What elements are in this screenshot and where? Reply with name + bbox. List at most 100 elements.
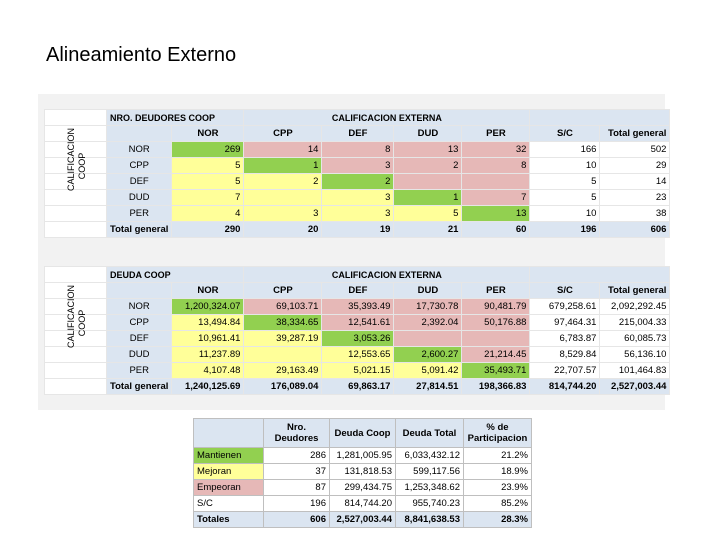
summary-header: Deuda Coop [329,418,396,448]
table-cell: 32 [461,141,531,158]
column-header: CPP [243,282,323,299]
table-row: NOR 269 14 8 13 32 166 502 [44,141,671,158]
table-cell: 679,258.61 [529,298,601,315]
table-cell: 4,107.48 [171,362,245,379]
table-cell: 8 [321,141,395,158]
table-corner-label: DEUDA COOP [105,266,245,283]
summary-total-cell: 2,527,003.44 [329,511,396,528]
table-cell: 10,961.41 [171,330,245,347]
table-cell: 5,091.42 [393,362,463,379]
table2-side-label: CALIFICACION COOP [66,284,87,348]
summary-cell: 1,281,005.95 [329,447,396,464]
summary-row: Mejoran 37 131,818.53 599,117.56 18.9% [193,463,532,480]
table-cell: 13 [393,141,463,158]
total-cell: 176,089.04 [243,378,323,395]
summary-row: S/C 196 814,744.20 955,740.23 85.2% [193,495,532,512]
table-row: NOR 1,200,324.07 69,103.71 35,393.49 17,730.… [44,298,671,315]
table-cell: 1 [393,189,463,206]
row-label: PER [105,205,173,222]
summary-total-cell: 606 [263,511,330,528]
row-label: CPP [105,157,173,174]
summary-row-label: Mejoran [193,463,264,480]
table-cell: 10 [529,205,601,222]
coop-debt-table: DEUDA COOP CALIFICACION EXTERNA NOR CPP DEF D… [44,266,671,395]
table-corner-label: NRO. DEUDORES COOP [105,109,245,126]
table-cell: 5 [171,173,245,190]
table-cell: 29 [599,157,671,174]
summary-cell: 18.9% [463,463,532,480]
total-cell: 814,744.20 [529,378,601,395]
column-header: PER [461,125,531,142]
table-cell: 13,494.84 [171,314,245,331]
summary-header: Deuda Total [395,418,464,448]
summary-header: % de Participacion [463,418,532,448]
table-cell: 69,103.71 [243,298,323,315]
table-cell [243,346,323,363]
summary-row-label: Empeoran [193,479,264,496]
column-header: NOR [171,282,245,299]
page-title: Alineamiento Externo [46,44,237,66]
table-row: CPP 13,494.84 38,334.65 12,541.61 2,392.04 50… [44,314,671,331]
table-cell: 35,393.49 [321,298,395,315]
table-cell: 2,600.27 [393,346,463,363]
summary-cell: 299,434.75 [329,479,396,496]
summary-cell: 85.2% [463,495,532,512]
table-cell: 502 [599,141,671,158]
row-label: NOR [105,298,173,315]
table-cell: 8,529.84 [529,346,601,363]
summary-cell: 37 [263,463,330,480]
summary-table: Nro. Deudores Deuda Coop Deuda Total% de P… [193,418,532,528]
table-cell [243,189,323,206]
total-cell: 196 [529,221,601,238]
summary-cell: 599,117.56 [395,463,464,480]
table-cell: 6,783.87 [529,330,601,347]
total-row: Total general 1,240,125.69 176,089.04 69,86… [44,378,671,395]
table-cell [461,330,531,347]
table-cell: 8 [461,157,531,174]
total-label: Total general [105,221,173,238]
row-label: CPP [105,314,173,331]
table-cell: 101,464.83 [599,362,671,379]
summary-total-cell: 8,841,638.53 [395,511,464,528]
row-label: NOR [105,141,173,158]
summary-cell: 21.2% [463,447,532,464]
table-cell: 29,163.49 [243,362,323,379]
table-cell: 3 [321,189,395,206]
summary-cell: 23.9% [463,479,532,496]
summary-cell: 131,818.53 [329,463,396,480]
table-cell [461,173,531,190]
table-cell: 215,004.33 [599,314,671,331]
total-cell: 27,814.51 [393,378,463,395]
table-cell: 39,287.19 [243,330,323,347]
column-header: Total general [599,125,671,142]
table-cell: 269 [171,141,245,158]
table-cell: 3 [321,157,395,174]
table-cell: 1 [243,157,323,174]
table-cell: 166 [529,141,601,158]
total-cell: 198,366.83 [461,378,531,395]
total-cell: 19 [321,221,395,238]
table1-grid: NRO. DEUDORES COOP CALIFICACION EXTERNA NO… [44,109,671,238]
table-cell: 60,085.73 [599,330,671,347]
table-cell: 35,493.71 [461,362,531,379]
table-row: DUD 7 3 1 7 5 23 [44,189,671,206]
column-header: S/C [529,282,601,299]
table-cell: 7 [171,189,245,206]
total-cell: 290 [171,221,245,238]
summary-cell: 814,744.20 [329,495,396,512]
column-header: NOR [171,125,245,142]
table-cell: 1,200,324.07 [171,298,245,315]
table-cell: 3 [321,205,395,222]
table-cell: 23 [599,189,671,206]
table-cell: 2 [321,173,395,190]
table-cell: 22,707.57 [529,362,601,379]
row-label: DUD [105,346,173,363]
table-cell: 5 [529,173,601,190]
table-cell: 5 [529,189,601,206]
total-cell: 20 [243,221,323,238]
table-cell: 5 [171,157,245,174]
column-header: DEF [321,282,395,299]
table-group-label: CALIFICACION EXTERNA [243,266,531,283]
summary-total-cell: 28.3% [463,511,532,528]
table-cell [393,330,463,347]
